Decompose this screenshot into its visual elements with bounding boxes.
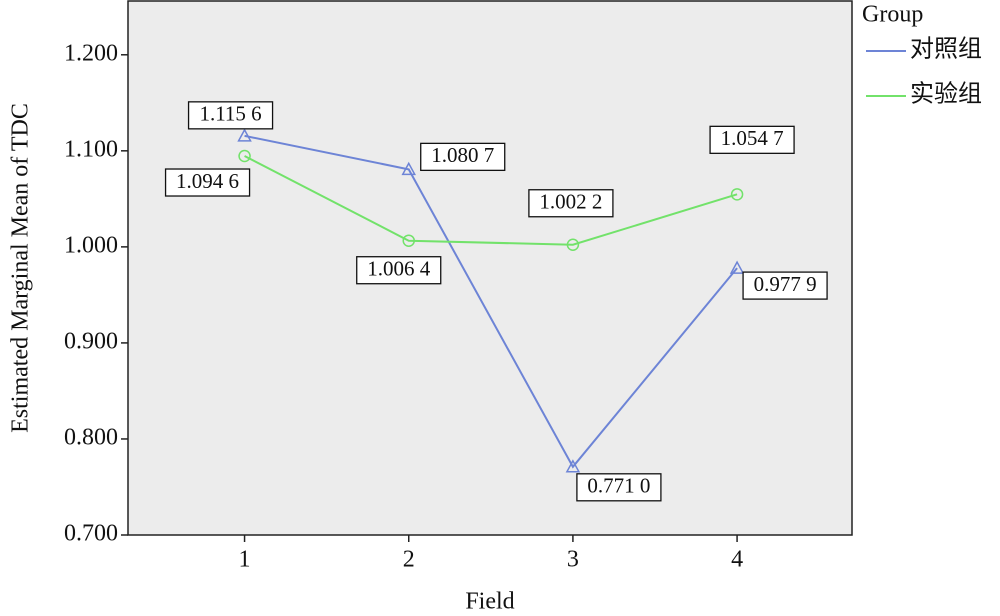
x-tick-label: 2 (403, 547, 415, 573)
data-label: 1.002 2 (539, 190, 602, 214)
series-line (244, 155, 738, 246)
data-label: 1.115 6 (199, 102, 261, 126)
marker (238, 149, 251, 163)
y-tick-label: 0.900 (64, 328, 118, 354)
data-label-box (709, 125, 795, 154)
x-tick-label: 4 (731, 547, 743, 573)
data-label: 0.771 0 (587, 474, 650, 498)
y-axis-label: Estimated Marginal Mean of TDC (8, 103, 34, 433)
data-label: 1.094 6 (176, 169, 239, 193)
marker (565, 459, 581, 473)
y-tick-label: 1.000 (64, 232, 118, 258)
marker (566, 238, 580, 252)
marker (401, 161, 416, 176)
x-axis-label: Field (465, 589, 514, 615)
data-label: 0.977 9 (754, 272, 817, 296)
series-line (244, 134, 738, 469)
x-tick-label: 3 (567, 547, 579, 573)
marker (730, 188, 744, 201)
marker (729, 260, 745, 274)
data-label: 1.006 4 (367, 257, 431, 281)
data-label-box (742, 271, 828, 300)
data-label-box (164, 168, 251, 197)
data-label-box (356, 256, 442, 285)
data-label-box (187, 101, 274, 130)
data-label-box (576, 473, 662, 502)
data-label-box (528, 189, 614, 218)
legend-label: 对照组 (910, 36, 982, 63)
data-label-box (420, 142, 506, 172)
plot-area (127, 0, 853, 536)
y-tick-label: 0.700 (64, 521, 118, 547)
legend-title: Group (862, 2, 923, 28)
legend-label: 实验组 (910, 81, 982, 108)
data-label: 1.054 7 (721, 126, 784, 150)
y-tick-label: 0.800 (64, 424, 118, 450)
data-label: 1.080 7 (431, 143, 494, 167)
y-tick-label: 1.100 (64, 136, 118, 162)
y-tick-label: 1.200 (64, 40, 118, 66)
marker (402, 234, 415, 247)
x-tick-label: 1 (239, 547, 251, 573)
marker (237, 128, 252, 142)
